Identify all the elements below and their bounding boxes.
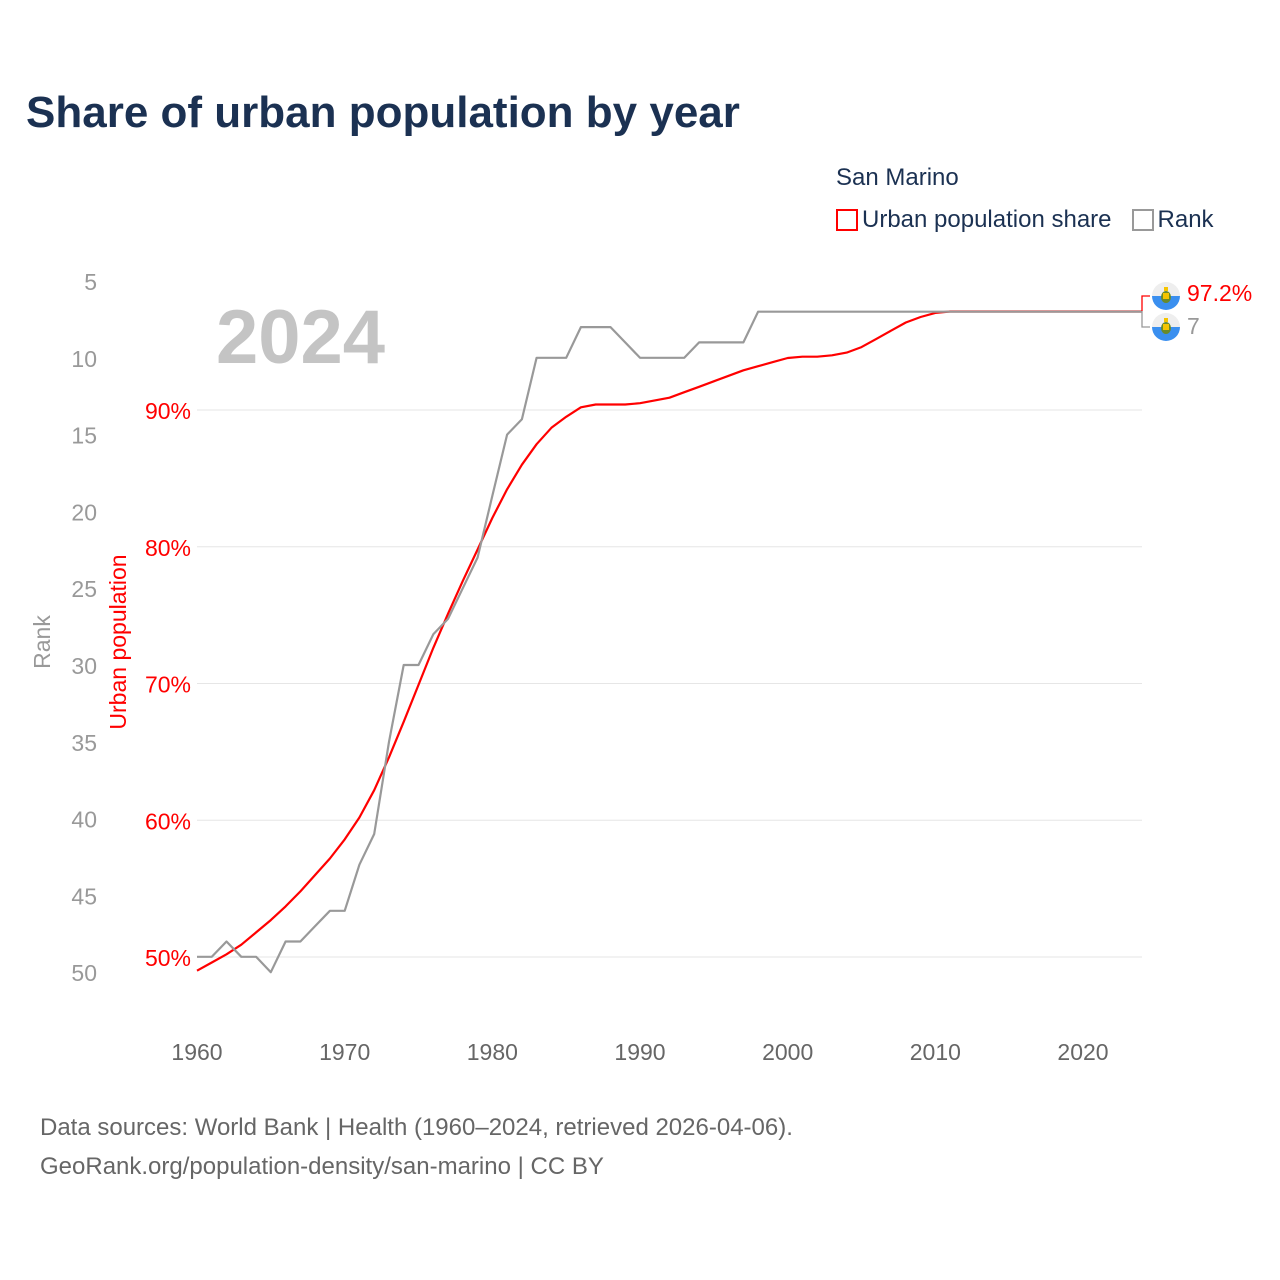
rank-tick-label: 30 [71,653,97,679]
urban-tick-label: 90% [145,398,191,424]
rank-tick-label: 15 [71,423,97,449]
urban-axis-label: Urban population [105,554,131,729]
urban-tick-label: 60% [145,808,191,834]
chart-title: Share of urban population by year [26,88,740,137]
urban-end-label: 97.2% [1187,280,1252,306]
legend-swatch-rank [1131,209,1154,231]
legend-title: San Marino [836,164,959,191]
legend-label-urban: Urban population share [862,206,1112,233]
rank-tick-label: 10 [71,346,97,372]
urban-tick-label: 70% [145,672,191,698]
san-marino-flag-icon [1152,313,1180,341]
x-tick-label: 1960 [171,1039,222,1065]
rank-line [197,310,1143,974]
legend: Urban population share Rank [836,206,1228,234]
rank-tick-label: 40 [71,807,97,833]
x-tick-label: 2020 [1057,1039,1108,1065]
rank-axis-label: Rank [29,615,55,669]
rank-tick-label: 50 [71,960,97,986]
x-tick-label: 2000 [762,1039,813,1065]
rank-tick-label: 35 [71,730,97,756]
x-tick-label: 1990 [614,1039,665,1065]
rank-tick-label: 20 [71,499,97,525]
legend-swatch-urban [836,209,858,231]
footer: Data sources: World Bank | Health (1960–… [40,1108,793,1186]
rank-end-connector [1141,311,1150,328]
rank-tick-label: 45 [71,883,97,909]
urban-tick-label: 80% [145,535,191,561]
legend-item-urban[interactable]: Urban population share [836,206,1112,234]
x-tick-label: 2010 [910,1039,961,1065]
rank-end-label: 7 [1187,313,1200,339]
san-marino-flag-icon [1152,282,1180,310]
year-watermark: 2024 [216,295,385,380]
rank-tick-label: 5 [84,269,97,295]
x-tick-label: 1980 [467,1039,518,1065]
urban-tick-label: 50% [145,945,191,971]
legend-label-rank: Rank [1157,206,1214,233]
rank-tick-label: 25 [71,576,97,602]
legend-item-rank[interactable]: Rank [1131,206,1214,234]
footer-link[interactable]: GeoRank.org/population-density/san-marin… [40,1153,604,1180]
urban-end-connector [1141,295,1150,311]
footer-sources: Data sources: World Bank | Health (1960–… [40,1114,793,1141]
x-tick-label: 1970 [319,1039,370,1065]
